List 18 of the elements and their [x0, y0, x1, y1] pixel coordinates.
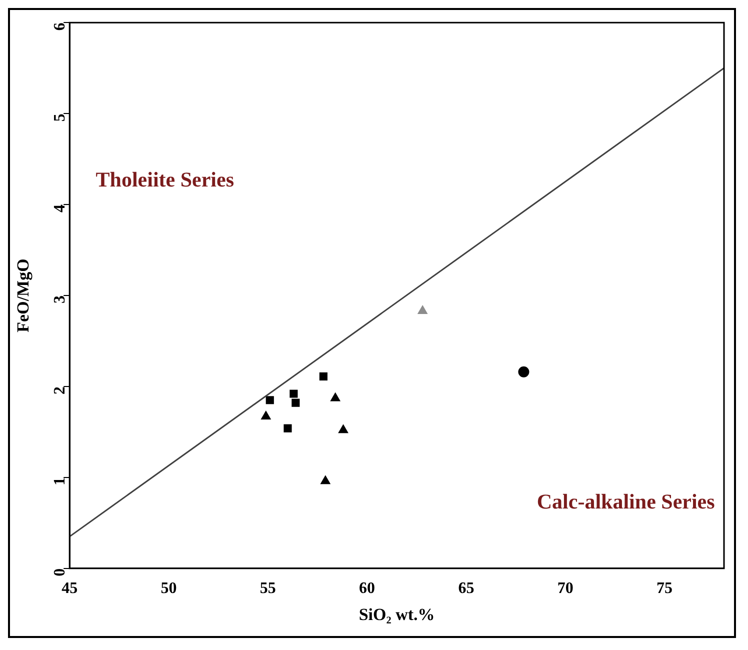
y-tick-label: 3 [52, 296, 69, 304]
y-tick-label: 4 [52, 204, 69, 213]
y-axis-title: FeO/MgO [14, 258, 33, 332]
x-tick-label: 75 [656, 580, 673, 598]
x-axis-title: SiO₂ wt.% [358, 605, 435, 624]
annotation: Calc-alkaline Series [536, 489, 715, 514]
x-tick-label: 60 [359, 580, 376, 598]
x-tick-label: 70 [557, 580, 574, 598]
y-tick-label: 0 [52, 568, 69, 576]
annotation: Tholeiite Series [96, 167, 234, 192]
y-tick-label: 2 [52, 386, 69, 394]
x-tick-label: 45 [62, 580, 78, 598]
y-tick-label: 5 [52, 114, 69, 122]
x-tick-label: 65 [458, 580, 474, 598]
x-tick-label: 50 [160, 580, 177, 598]
y-tick-label: 1 [52, 477, 69, 486]
y-tick-label: 6 [52, 22, 69, 31]
x-tick-label: 55 [260, 580, 276, 598]
